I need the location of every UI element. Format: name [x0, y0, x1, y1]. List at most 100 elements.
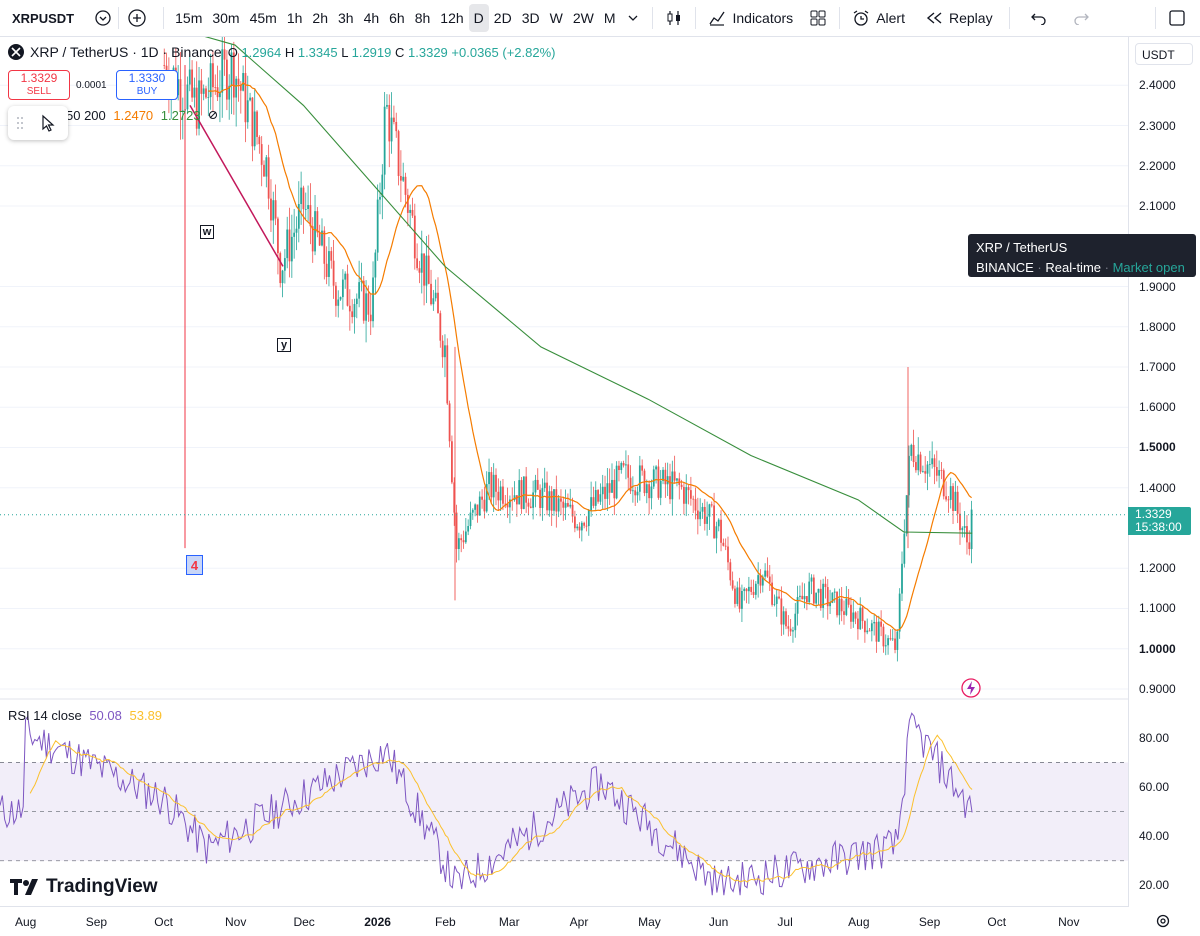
- candle-body: [418, 268, 421, 273]
- candle-body: [840, 598, 843, 612]
- candle-body: [680, 484, 683, 487]
- interval-6h[interactable]: 6h: [389, 10, 405, 26]
- candle-body: [701, 506, 704, 512]
- tradingview-logo[interactable]: TradingView: [10, 876, 158, 898]
- interval-3h[interactable]: 3h: [337, 10, 354, 26]
- time-axis[interactable]: Aug Sep Oct Nov Dec 2026 Feb Mar Apr May Jun Jul Aug…: [0, 906, 1170, 936]
- time-tick: Sep: [85, 915, 108, 929]
- candle-body: [771, 582, 773, 605]
- interval-d[interactable]: D: [468, 4, 489, 32]
- compare-icon[interactable]: [94, 9, 112, 27]
- undo-icon[interactable]: [1024, 4, 1054, 32]
- candle-body: [573, 516, 576, 529]
- candle-body: [606, 483, 609, 499]
- chart-title[interactable]: XRP / TetherUS · 1D · Binance: [30, 44, 222, 60]
- candle-body: [631, 490, 634, 492]
- interval-15m[interactable]: 15m: [175, 10, 203, 26]
- price-tick: 1.1000: [1139, 601, 1176, 616]
- candle-body: [875, 621, 878, 642]
- candle-body: [933, 458, 936, 467]
- candle-body: [597, 490, 599, 502]
- candle-body: [615, 465, 618, 499]
- interval-2h[interactable]: 2h: [312, 10, 328, 26]
- candle-body: [915, 462, 917, 471]
- sell-button[interactable]: 1.3329 SELL: [8, 70, 70, 100]
- candle-body: [870, 623, 873, 632]
- candle-body: [212, 63, 214, 88]
- hide-indicator-icon[interactable]: [208, 110, 218, 120]
- interval-45m[interactable]: 45m: [249, 10, 277, 26]
- candle-body: [388, 104, 391, 142]
- interval-2w[interactable]: 2W: [572, 10, 594, 26]
- ohlc-values: O 1.2964 H 1.3345 L 1.2919 C 1.3329 +0.0…: [227, 44, 556, 60]
- interval-1h[interactable]: 1h: [286, 10, 303, 26]
- candle-body: [687, 487, 690, 491]
- wave-label-four[interactable]: 4: [186, 555, 203, 575]
- interval-2d[interactable]: 2D: [493, 10, 512, 26]
- interval-8h[interactable]: 8h: [414, 10, 431, 26]
- price-chart[interactable]: [0, 37, 1128, 907]
- replay-button[interactable]: Replay: [919, 4, 999, 32]
- candle-body: [882, 626, 885, 647]
- candle-body: [427, 255, 430, 284]
- candle-body: [743, 588, 746, 592]
- candle-body: [200, 80, 203, 94]
- candle-body: [344, 273, 347, 280]
- wave-label-w[interactable]: w: [200, 225, 214, 239]
- candle-body: [242, 73, 245, 91]
- cursor-arrow-icon[interactable]: [40, 114, 56, 132]
- interval-4h[interactable]: 4h: [363, 10, 380, 26]
- gear-icon[interactable]: [1155, 913, 1171, 929]
- candle-body: [710, 504, 713, 506]
- candle-body: [395, 121, 398, 132]
- candle-body: [522, 476, 525, 509]
- last-price-value: 1.3329: [1135, 507, 1172, 521]
- candle-body: [652, 469, 655, 487]
- fullscreen-icon[interactable]: [1162, 4, 1192, 32]
- candle-body: [863, 621, 866, 633]
- candle-body: [780, 598, 783, 625]
- wave-label-y[interactable]: y: [277, 338, 291, 352]
- interval-m[interactable]: M: [603, 10, 616, 26]
- add-symbol-icon[interactable]: [127, 8, 147, 28]
- price-scale[interactable]: USDT 2.4000 2.3000 2.2000 2.1000 1.9000 1.800…: [1128, 37, 1200, 907]
- candle-body: [520, 480, 523, 509]
- candle-body: [381, 174, 384, 197]
- candles-type-icon[interactable]: [659, 4, 689, 32]
- indicators-button[interactable]: Indicators: [702, 4, 799, 32]
- symbol-search[interactable]: XRPUSDT: [6, 5, 80, 31]
- candle-body: [785, 611, 787, 627]
- rsi-label[interactable]: RSI 14 close: [8, 708, 82, 723]
- candle-body: [715, 526, 718, 539]
- interval-3d[interactable]: 3D: [521, 10, 540, 26]
- rsi-tick: 40.00: [1139, 829, 1170, 844]
- currency-select[interactable]: USDT: [1135, 43, 1193, 65]
- candle-body: [829, 602, 831, 607]
- interval-30m[interactable]: 30m: [212, 10, 240, 26]
- candle-body: [722, 542, 725, 546]
- interval-12h[interactable]: 12h: [440, 10, 464, 26]
- wave-annotations: [184, 65, 284, 549]
- candle-body: [214, 87, 217, 88]
- toolbar-divider: [652, 7, 654, 29]
- candle-body: [195, 87, 198, 129]
- drag-handle-icon[interactable]: [16, 115, 24, 131]
- price-tick: 1.7000: [1139, 360, 1176, 374]
- candle-body: [232, 52, 235, 98]
- candle-body: [525, 476, 528, 503]
- candle-body: [376, 199, 379, 253]
- lightning-icon[interactable]: [960, 677, 982, 699]
- candle-body: [645, 484, 648, 494]
- redo-icon[interactable]: [1066, 4, 1096, 32]
- interval-w[interactable]: W: [549, 10, 563, 26]
- candle-body: [209, 63, 212, 98]
- buy-button[interactable]: 1.3330 BUY: [116, 70, 178, 100]
- candle-body: [880, 621, 883, 627]
- alert-button[interactable]: Alert: [846, 4, 911, 32]
- layouts-icon[interactable]: [803, 4, 833, 32]
- chevron-down-icon[interactable]: [628, 14, 638, 22]
- candle-body: [567, 503, 569, 507]
- candle-body: [383, 106, 386, 175]
- candle-body: [497, 491, 500, 501]
- candle-body: [620, 463, 623, 471]
